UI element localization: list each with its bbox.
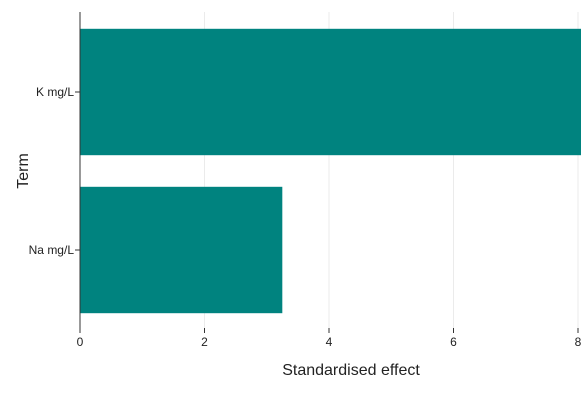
bars — [80, 28, 581, 314]
bar — [80, 186, 283, 314]
axes: 0 2 4 6 8 K mg/L Na mg/L — [29, 12, 581, 349]
x-tick-label: 4 — [326, 335, 333, 349]
x-tick-label: 0 — [77, 335, 84, 349]
x-tick-label: 8 — [575, 335, 581, 349]
y-axis-title: Term — [15, 153, 32, 189]
y-tick-label: K mg/L — [36, 85, 74, 99]
y-tick-label: Na mg/L — [29, 243, 75, 257]
x-tick-label: 2 — [201, 335, 208, 349]
x-axis-title: Standardised effect — [282, 362, 420, 379]
x-tick-label: 6 — [450, 335, 457, 349]
bar — [80, 28, 581, 156]
